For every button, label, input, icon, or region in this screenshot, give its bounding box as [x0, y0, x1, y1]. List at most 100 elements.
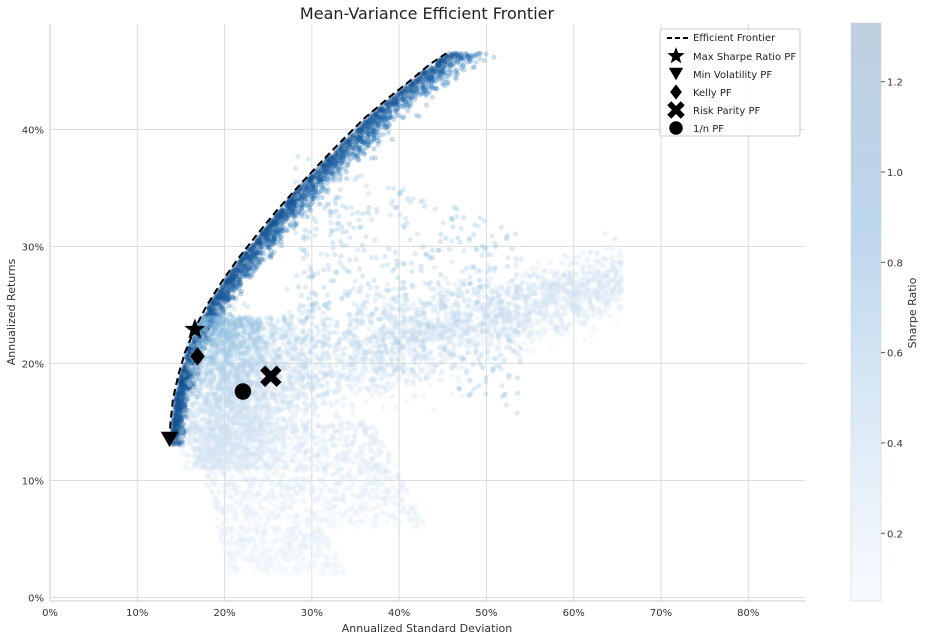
portfolio-point	[325, 300, 331, 306]
portfolio-point	[386, 108, 392, 114]
portfolio-point	[429, 94, 435, 100]
portfolio-point	[505, 232, 511, 238]
portfolio-point	[423, 102, 429, 108]
portfolio-point	[288, 202, 294, 208]
portfolio-point	[345, 311, 351, 317]
portfolio-point	[357, 135, 363, 142]
portfolio-point	[226, 277, 233, 283]
portfolio-point	[393, 107, 399, 113]
portfolio-point	[295, 153, 301, 160]
portfolio-point	[357, 224, 363, 230]
portfolio-point	[186, 349, 192, 355]
portfolio-point	[367, 128, 373, 134]
portfolio-point	[257, 237, 263, 243]
portfolio-point	[183, 384, 189, 390]
portfolio-point	[407, 199, 413, 205]
portfolio-point	[440, 68, 446, 74]
portfolio-point	[173, 421, 179, 427]
portfolio-point	[386, 287, 392, 293]
portfolio-point	[407, 342, 413, 349]
portfolio-point	[349, 138, 356, 144]
portfolio-point	[237, 291, 244, 297]
portfolio-point	[246, 260, 252, 266]
portfolio-point	[409, 269, 415, 275]
portfolio-point	[275, 230, 281, 236]
portfolio-point	[602, 263, 608, 269]
portfolio-point	[240, 263, 246, 269]
portfolio-point	[271, 236, 277, 242]
portfolio-point	[466, 237, 472, 243]
portfolio-point	[328, 278, 334, 284]
portfolio-point	[409, 95, 415, 101]
portfolio-point	[222, 281, 228, 287]
portfolio-point	[299, 417, 305, 423]
portfolio-point	[586, 264, 592, 270]
portfolio-point	[219, 287, 225, 294]
portfolio-point	[540, 268, 547, 274]
portfolio-point	[355, 209, 361, 215]
portfolio-point	[173, 396, 179, 402]
portfolio-point	[363, 183, 369, 189]
portfolio-point	[492, 240, 498, 246]
portfolio-point	[382, 359, 389, 365]
portfolio-point	[365, 134, 371, 140]
portfolio-point	[447, 62, 453, 69]
portfolio-point	[308, 267, 314, 274]
portfolio-point	[524, 347, 530, 353]
portfolio-point	[183, 392, 189, 399]
portfolio-point	[407, 237, 413, 243]
portfolio-point	[258, 233, 264, 239]
portfolio-point	[391, 185, 397, 191]
portfolio-point	[208, 315, 214, 321]
portfolio-point	[365, 293, 371, 299]
portfolio-point	[174, 393, 180, 399]
portfolio-point	[347, 234, 353, 241]
portfolio-point	[361, 247, 367, 253]
portfolio-point	[352, 147, 358, 153]
portfolio-point	[183, 364, 189, 370]
portfolio-point	[470, 64, 476, 70]
portfolio-point	[460, 54, 466, 61]
portfolio-point	[330, 177, 336, 183]
portfolio-point	[513, 272, 519, 278]
portfolio-point	[336, 336, 342, 342]
portfolio-point	[334, 160, 340, 166]
portfolio-point	[281, 360, 287, 366]
portfolio-point	[548, 344, 554, 350]
portfolio-point	[365, 130, 371, 136]
portfolio-point	[373, 111, 379, 118]
portfolio-point	[252, 242, 258, 248]
portfolio-point	[355, 246, 361, 253]
portfolio-point	[396, 375, 402, 381]
portfolio-point	[418, 268, 424, 274]
portfolio-point	[344, 148, 350, 154]
portfolio-point	[265, 244, 271, 250]
portfolio-point	[382, 114, 388, 120]
portfolio-point	[464, 53, 470, 59]
portfolio-point	[564, 254, 571, 260]
portfolio-point	[518, 256, 524, 262]
portfolio-point	[412, 343, 418, 349]
portfolio-point	[574, 261, 580, 267]
portfolio-point	[437, 239, 443, 245]
portfolio-point	[305, 156, 311, 162]
portfolio-point	[338, 155, 344, 161]
portfolio-point	[252, 262, 258, 268]
portfolio-point	[437, 58, 443, 64]
portfolio-point	[449, 215, 455, 222]
portfolio-point	[344, 205, 350, 211]
portfolio-point	[456, 364, 462, 371]
portfolio-point	[422, 88, 428, 94]
portfolio-point	[205, 322, 211, 328]
portfolio-point	[307, 208, 313, 214]
portfolio-point	[541, 282, 547, 288]
portfolio-point	[403, 215, 409, 221]
portfolio-point	[185, 359, 191, 365]
portfolio-point	[482, 218, 488, 224]
portfolio-point	[465, 53, 471, 60]
portfolio-point	[205, 310, 211, 316]
portfolio-point	[361, 151, 367, 157]
portfolio-point	[373, 306, 379, 312]
portfolio-point	[444, 72, 450, 79]
